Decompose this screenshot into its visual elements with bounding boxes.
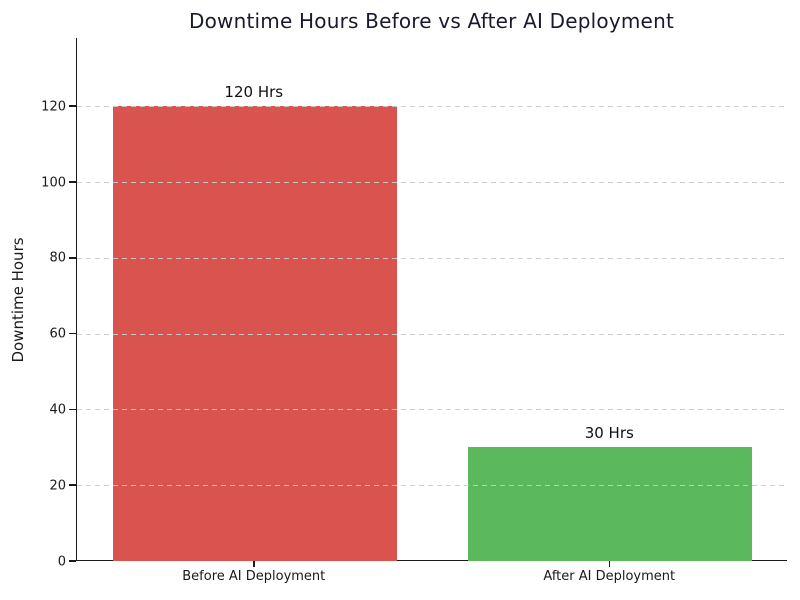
y-tick-label-40: 40 — [49, 402, 66, 418]
y-tick-mark — [69, 408, 76, 411]
y-gridline-80 — [77, 257, 787, 259]
y-tick-mark — [69, 257, 76, 259]
y-tick-label-100: 100 — [41, 175, 66, 190]
bar-value-label-after-ai-deployment: 30 Hrs — [584, 424, 634, 443]
x-tick-mark — [608, 561, 610, 567]
y-tick-mark — [69, 560, 76, 562]
bar-after-ai-deployment — [468, 447, 753, 561]
y-tick-mark — [69, 332, 76, 335]
y-gridline-40 — [77, 409, 787, 411]
y-gridline-100 — [77, 182, 787, 183]
y-tick-label-80: 80 — [49, 250, 66, 266]
x-tick-label-after-ai-deployment: After AI Deployment — [543, 569, 676, 584]
y-tick-label-20: 20 — [49, 478, 66, 494]
y-tick-mark — [69, 181, 76, 183]
x-tick-mark — [253, 561, 255, 567]
y-tick-mark — [69, 105, 76, 107]
y-gridline-60 — [77, 333, 787, 335]
chart-title: Downtime Hours Before vs After AI Deploy… — [189, 9, 674, 33]
plot-area — [76, 38, 787, 561]
y-tick-label-120: 120 — [41, 99, 66, 115]
x-tick-label-before-ai-deployment: Before AI Deployment — [182, 569, 326, 584]
y-gridline-120 — [77, 106, 787, 108]
y-gridline-20 — [77, 485, 787, 487]
y-tick-label-60: 60 — [49, 326, 66, 342]
bar-value-label-before-ai-deployment: 120 Hrs — [224, 83, 284, 102]
y-tick-label-0: 0 — [57, 554, 66, 569]
y-tick-mark — [69, 484, 76, 486]
